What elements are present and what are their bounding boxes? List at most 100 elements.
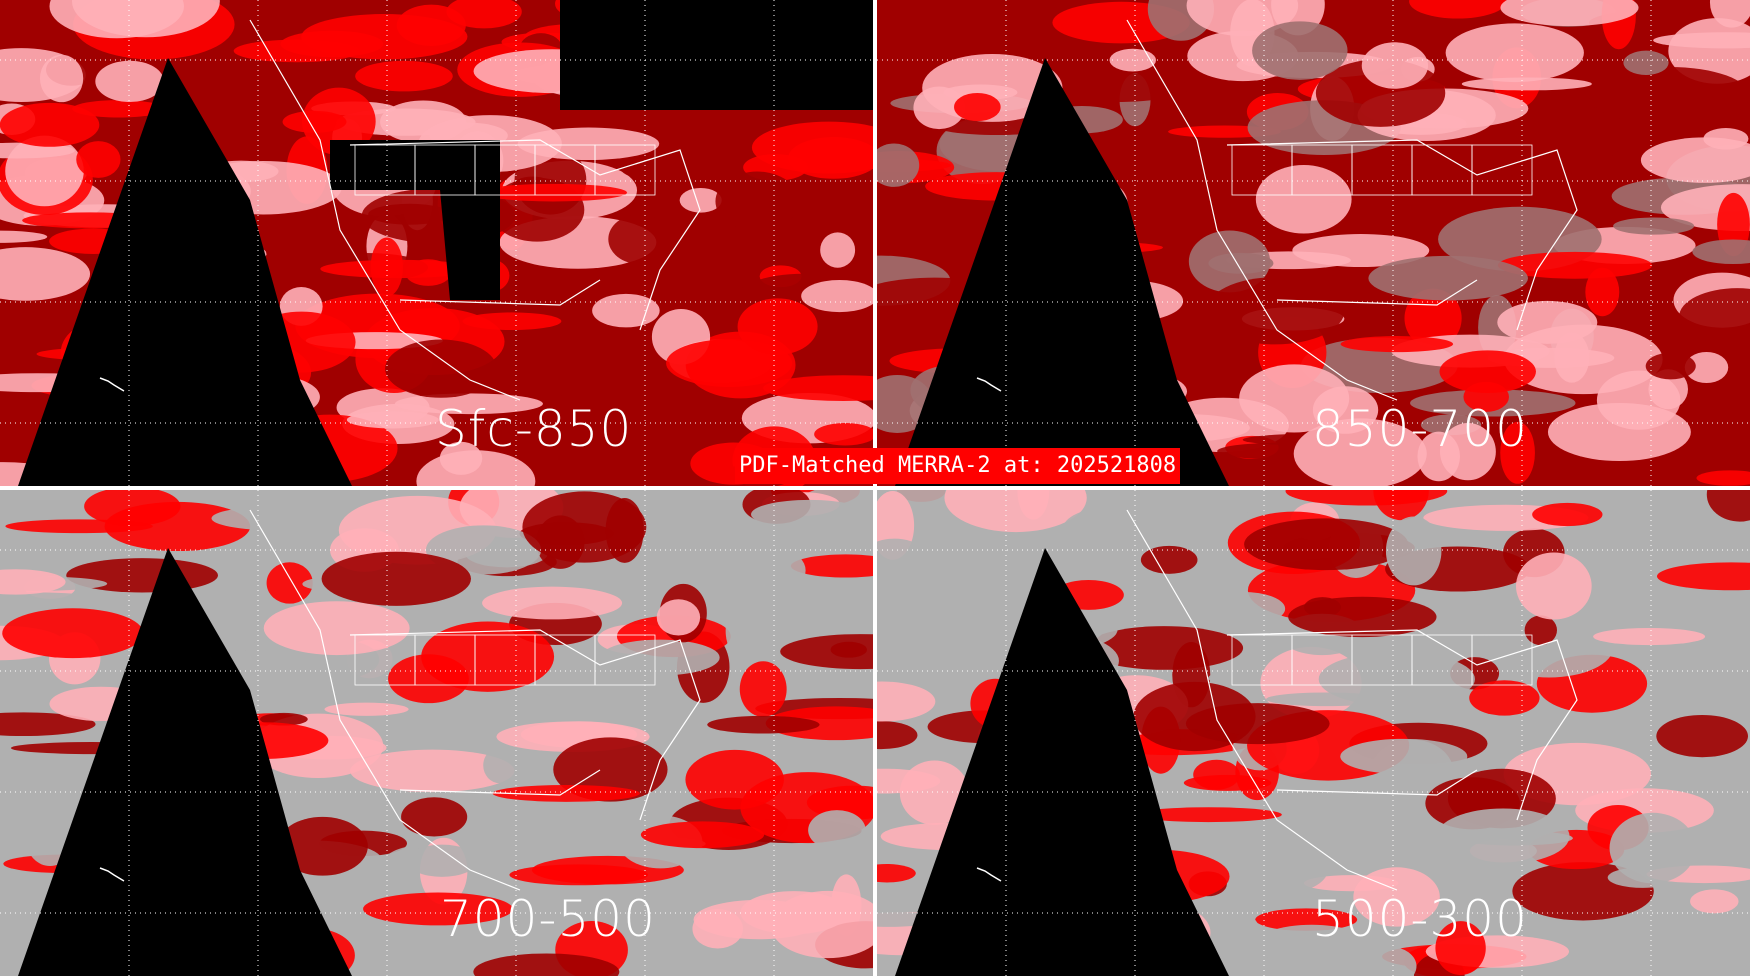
data-region: [801, 280, 873, 313]
data-region: [446, 0, 522, 29]
data-region: [509, 864, 648, 886]
data-region: [1515, 552, 1592, 620]
data-region: [1293, 418, 1427, 486]
data-region: [1692, 239, 1750, 265]
data-region: [589, 695, 656, 709]
data-region: [725, 598, 771, 664]
data-region: [1254, 924, 1369, 965]
data-region: [679, 187, 722, 213]
data-region: [700, 852, 738, 884]
data-region: [1439, 350, 1536, 394]
data-region: [370, 237, 404, 297]
data-region: [401, 797, 468, 837]
data-region: [808, 810, 866, 851]
data-region: [814, 422, 873, 446]
data-region: [1340, 336, 1454, 353]
data-region: [0, 712, 96, 737]
data-region: [0, 247, 91, 301]
data-region: [1463, 381, 1509, 412]
data-region: [1361, 42, 1429, 89]
data-region: [1656, 562, 1750, 591]
data-region: [483, 747, 517, 784]
data-region: [1292, 233, 1430, 268]
data-region: [1017, 490, 1050, 520]
data-region: [828, 578, 873, 616]
data-region: [790, 554, 873, 578]
data-region: [1200, 591, 1286, 626]
data-region: [1318, 651, 1475, 707]
data-region: [877, 681, 936, 722]
figure-title: PDF-Matched MERRA-2 at: 202521808: [735, 448, 1181, 484]
data-region: [1361, 946, 1417, 976]
map-panel-500-300: 500-300: [877, 490, 1750, 976]
data-region: [751, 121, 873, 174]
data-region: [1186, 0, 1299, 37]
data-region: [421, 621, 555, 692]
data-region: [1061, 508, 1144, 556]
data-region: [954, 92, 1001, 122]
data-region: [1585, 267, 1620, 317]
data-region: [1461, 77, 1592, 91]
map-500-300: [877, 490, 1750, 976]
data-region: [95, 60, 164, 103]
data-region: [266, 562, 313, 604]
data-region: [368, 203, 452, 225]
data-region: [1404, 288, 1462, 348]
data-region: [1368, 255, 1528, 301]
data-region: [263, 601, 410, 656]
data-region: [1500, 421, 1535, 484]
data-region: [233, 39, 360, 63]
data-region: [363, 892, 513, 926]
data-region: [1532, 502, 1603, 527]
data-region: [522, 491, 647, 563]
data-region: [1205, 277, 1345, 345]
data-region: [1193, 759, 1240, 790]
data-region: [1185, 703, 1330, 745]
data-region: [1285, 490, 1448, 506]
data-region: [1244, 518, 1409, 571]
data-region: [39, 54, 84, 103]
data-region: [830, 641, 868, 658]
data-region: [2, 608, 144, 659]
data-region: [1385, 516, 1442, 586]
data-region: [751, 499, 868, 529]
data-region: [1469, 680, 1540, 716]
data-region: [282, 110, 347, 133]
data-region: [899, 760, 970, 825]
map-sfc-850: [0, 0, 873, 486]
data-region: [277, 816, 368, 876]
data-region: [877, 863, 916, 883]
coastline-boundaries: [1126, 509, 1578, 891]
data-region: [1417, 431, 1460, 482]
data-region: [1188, 230, 1271, 293]
data-region: [1603, 932, 1654, 976]
data-region: [1706, 490, 1750, 522]
data-region: [1353, 867, 1440, 927]
panel-label: Sfc-850: [435, 400, 633, 458]
state-boundaries: [594, 634, 656, 686]
data-region: [729, 875, 772, 889]
data-region: [1665, 681, 1750, 706]
data-region: [820, 232, 856, 268]
data-region: [385, 339, 497, 398]
data-region: [1436, 808, 1570, 865]
data-region: [394, 393, 543, 415]
hawaii-islands: [99, 377, 125, 392]
data-region: [346, 411, 439, 429]
data-region: [545, 391, 608, 454]
data-region: [0, 102, 100, 147]
hawaii-islands: [99, 867, 125, 882]
data-region: [1252, 21, 1348, 80]
data-region: [1593, 627, 1706, 646]
data-region: [915, 45, 972, 61]
data-region: [350, 749, 515, 793]
data-region: [1340, 738, 1468, 775]
data-region: [692, 909, 744, 949]
hawaii-islands: [976, 867, 1002, 882]
data-region: [1040, 73, 1190, 103]
data-region: [84, 490, 181, 526]
data-region: [877, 87, 901, 102]
data-region: [439, 441, 483, 475]
data-region: [0, 569, 66, 595]
data-region: [770, 890, 873, 959]
